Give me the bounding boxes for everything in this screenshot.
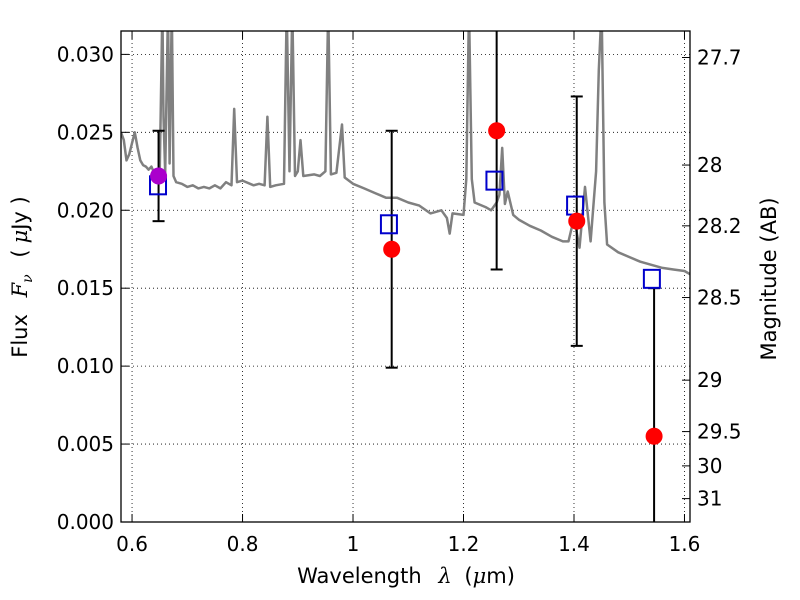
observed-point <box>488 122 506 140</box>
magnitude-tick-label: 31 <box>697 487 722 511</box>
model-spectrum-line <box>121 31 690 276</box>
x-axis-ticks: 0.6 0.8 1 1.2 1.4 1.6 <box>116 31 700 556</box>
y-tick-label: 0.030 <box>57 42 114 66</box>
model-photometry-square <box>566 195 585 216</box>
x-axis-label-unit-rest: m) <box>486 564 515 588</box>
y-axis-label-prefix: Flux <box>8 314 32 358</box>
y-tick-label: 0.025 <box>57 120 114 144</box>
observed-point <box>568 212 586 230</box>
y-tick-label: 0.010 <box>57 354 114 378</box>
magnitude-tick-label: 27.7 <box>697 45 742 69</box>
grid <box>121 31 690 522</box>
x-tick-label: 1 <box>347 532 360 556</box>
y-axis-label-subscript: ν <box>20 274 36 283</box>
y-axis-label-symbol: F <box>8 281 32 298</box>
x-axis-label-prefix: Wavelength <box>297 564 422 588</box>
x-tick-label: 1.6 <box>669 532 701 556</box>
magnitude-tick-label: 28.2 <box>697 214 742 238</box>
observed-point <box>383 240 401 258</box>
x-tick-label: 0.6 <box>116 532 148 556</box>
y-axis-ticks: 0.000 0.005 0.010 0.015 0.020 0.025 0.030 <box>57 42 129 534</box>
magnitude-axis-ticks: 27.7 28 28.2 28.5 29 29.5 30 31 <box>682 45 742 511</box>
y-tick-label: 0.005 <box>57 432 114 456</box>
y-tick-label: 0.000 <box>57 510 114 534</box>
y-tick-label: 0.015 <box>57 276 114 300</box>
model-photometry-layer <box>149 170 661 289</box>
x-axis-label-symbol: λ <box>437 564 451 588</box>
errorbar-layer <box>152 31 661 522</box>
x-axis-label-unit-open: ( <box>464 564 472 588</box>
x-tick-label: 1.2 <box>448 532 480 556</box>
magnitude-tick-label: 30 <box>697 454 722 478</box>
magnitude-tick-label: 28.5 <box>697 286 742 310</box>
plot-frame <box>120 30 691 523</box>
observed-point <box>645 427 663 445</box>
spectrum-layer <box>121 31 690 276</box>
x-axis-label: Wavelength λ (μm) <box>297 564 515 588</box>
observed-point <box>150 167 168 185</box>
x-axis-label-unit-mu: μ <box>473 564 487 588</box>
magnitude-tick-label: 29 <box>697 368 722 392</box>
x-tick-label: 1.4 <box>558 532 590 556</box>
magnitude-tick-label: 29.5 <box>697 420 742 444</box>
x-tick-label: 0.8 <box>227 532 259 556</box>
y-axis-label: Flux Fν ( μJy ) <box>8 196 37 357</box>
observed-points-layer <box>150 122 663 445</box>
y-tick-label: 0.020 <box>57 198 114 222</box>
model-photometry-square <box>642 268 661 289</box>
magnitude-tick-label: 28 <box>697 153 722 177</box>
y-axis-label-unit-rest: Jy ) <box>8 196 32 232</box>
y-axis-label-unit-open: ( <box>8 249 32 257</box>
y-axis-label-unit-mu: μ <box>8 230 32 244</box>
model-photometry-square <box>379 214 398 235</box>
model-photometry-square <box>485 170 504 191</box>
magnitude-axis-label: Magnitude (AB) <box>757 197 781 360</box>
